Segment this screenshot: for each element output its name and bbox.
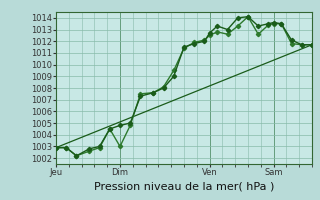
X-axis label: Pression niveau de la mer( hPa ): Pression niveau de la mer( hPa ): [94, 181, 274, 191]
